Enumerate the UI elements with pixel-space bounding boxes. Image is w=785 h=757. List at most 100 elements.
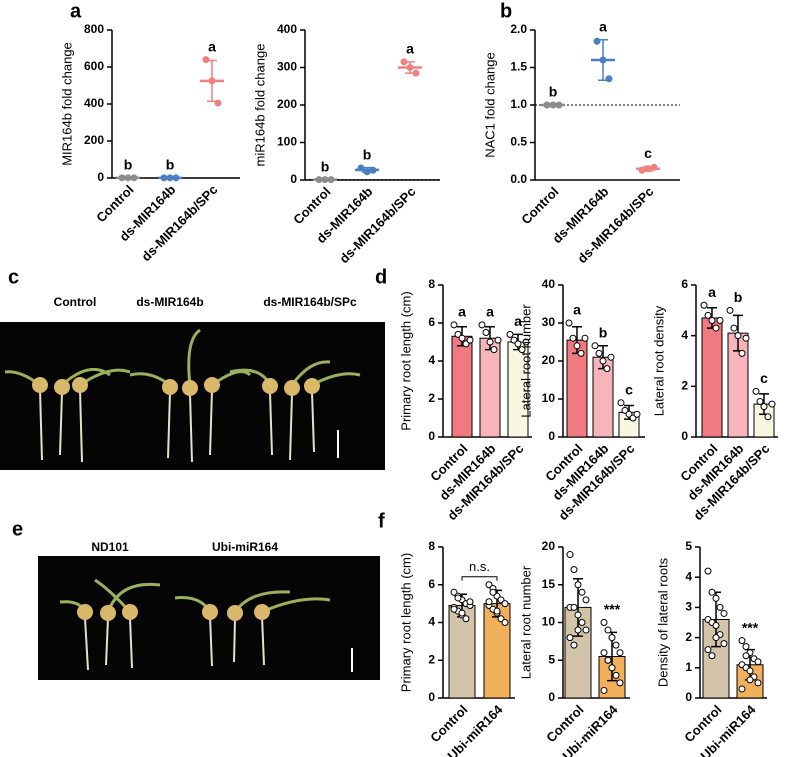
y-tick-label: 400 xyxy=(277,22,297,36)
data-point xyxy=(746,676,754,684)
y-axis-label: Lateral root number xyxy=(518,565,533,679)
data-point xyxy=(566,634,574,642)
significance-letter: *** xyxy=(742,619,759,635)
y-tick-label: 0.5 xyxy=(510,135,527,149)
y-tick-label: 6 xyxy=(428,315,435,329)
seeds-e xyxy=(77,604,270,621)
photo-caption: Ubi-miR164 xyxy=(212,540,278,554)
data-point xyxy=(742,652,750,660)
y-tick-label: 20 xyxy=(542,539,556,553)
y-tick-label: 0 xyxy=(428,429,435,443)
y-tick-label: 2.0 xyxy=(510,22,527,36)
data-point xyxy=(506,330,514,338)
data-point xyxy=(574,611,582,619)
photo-caption: ND101 xyxy=(91,540,129,554)
y-tick-label: 3 xyxy=(685,600,692,614)
data-point xyxy=(605,75,613,83)
data-point xyxy=(570,641,578,649)
data-point xyxy=(746,667,754,675)
y-tick-label: 2 xyxy=(428,652,435,666)
data-point xyxy=(616,679,624,687)
significance-letter: c xyxy=(625,382,633,398)
data-point xyxy=(578,619,586,626)
x-tick-label: ds-MIR164b/SPc xyxy=(574,184,656,266)
data-point xyxy=(578,588,586,596)
data-point xyxy=(768,400,776,408)
y-tick-label: 10 xyxy=(542,391,556,405)
y-tick-label: 0 xyxy=(685,690,692,704)
data-point xyxy=(712,324,720,332)
data-point xyxy=(482,329,490,336)
x-tick-label: Control xyxy=(518,184,561,227)
data-point xyxy=(599,357,607,365)
significance-letter: a xyxy=(599,18,607,34)
data-point xyxy=(708,652,716,660)
data-point xyxy=(202,56,210,64)
data-point xyxy=(638,166,646,174)
y-tick-label: 5 xyxy=(548,652,555,666)
data-point xyxy=(760,403,768,411)
data-point xyxy=(566,551,574,559)
data-point xyxy=(616,649,624,657)
data-point xyxy=(603,365,611,373)
data-point xyxy=(494,336,502,344)
y-tick-label: 4 xyxy=(685,569,692,583)
significance-letter: a xyxy=(486,304,494,320)
y-axis-label: NAC1 fold change xyxy=(482,52,497,158)
y-tick-label: 0 xyxy=(97,170,104,184)
y-axis-label: miR164b fold change xyxy=(252,44,267,167)
data-point xyxy=(716,603,724,611)
y-axis-label: Primary root length (cm) xyxy=(398,553,413,692)
y-tick-label: 1 xyxy=(685,660,692,674)
y-tick-label: 6 xyxy=(681,277,688,291)
data-point xyxy=(704,646,712,654)
y-axis-label: Lateral root number xyxy=(518,304,533,418)
data-point xyxy=(160,174,168,182)
data-point xyxy=(754,658,762,666)
data-point xyxy=(720,609,728,617)
significance-letter: a xyxy=(406,41,414,57)
data-point xyxy=(357,164,365,172)
y-tick-label: 0 xyxy=(548,690,555,704)
data-point xyxy=(501,619,509,626)
data-point xyxy=(764,413,772,421)
data-point xyxy=(633,410,641,418)
y-tick-label: 30 xyxy=(542,315,556,329)
y-axis-label: Primary root length (cm) xyxy=(398,291,413,430)
y-tick-label: 300 xyxy=(277,60,297,74)
y-tick-label: 400 xyxy=(84,96,104,110)
data-point xyxy=(486,338,494,346)
data-point xyxy=(489,588,497,596)
data-point xyxy=(321,176,329,184)
y-tick-label: 6 xyxy=(428,577,435,591)
data-point xyxy=(522,338,530,346)
y-tick-label: 4 xyxy=(428,353,435,367)
significance-letter: b xyxy=(549,84,558,100)
data-point xyxy=(574,581,582,589)
data-point xyxy=(738,349,746,357)
error-bar xyxy=(573,577,583,637)
data-point xyxy=(617,399,625,407)
data-point xyxy=(574,626,582,634)
data-point xyxy=(466,336,474,344)
y-tick-label: 2 xyxy=(428,391,435,405)
data-point xyxy=(518,346,526,354)
data-point xyxy=(363,168,371,176)
data-point xyxy=(591,342,599,350)
data-point xyxy=(570,603,578,611)
data-point xyxy=(708,588,716,596)
y-axis-label: Lateral root density xyxy=(651,305,666,416)
y-tick-label: 2 xyxy=(685,630,692,644)
data-point xyxy=(756,398,764,406)
data-point xyxy=(608,664,616,672)
x-tick-label: ds-MIR164b/SPc xyxy=(138,182,220,264)
y-tick-label: 0 xyxy=(290,172,297,186)
y-tick-label: 0 xyxy=(548,429,555,443)
y-tick-label: 4 xyxy=(428,615,435,629)
data-point xyxy=(406,64,414,71)
data-point xyxy=(704,567,712,575)
significance-letter: a xyxy=(458,304,466,320)
significance-letter: *** xyxy=(604,601,621,617)
data-point xyxy=(734,332,742,340)
